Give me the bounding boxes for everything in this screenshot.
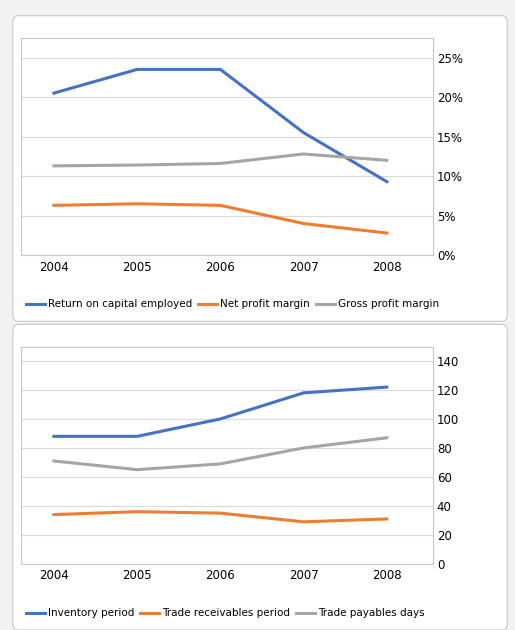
Return on capital employed [300,129,306,137]
Trade payables days [384,434,390,442]
Return on capital employed [217,66,224,73]
Inventory period [51,433,57,440]
Return on capital employed [384,178,390,185]
Inventory period [384,383,390,391]
Legend: Inventory period, Trade receivables period, Trade payables days: Inventory period, Trade receivables peri… [26,608,425,618]
Inventory period [300,389,306,397]
Trade receivables period [384,515,390,523]
Net profit margin [384,229,390,237]
Net profit margin [217,202,224,209]
Inventory period [134,433,140,440]
Inventory period [217,415,224,423]
Return on capital employed [134,66,140,73]
Trade payables days [300,444,306,452]
Trade receivables period [300,518,306,525]
Gross profit margin [300,150,306,158]
Trade receivables period [51,511,57,518]
Trade payables days [134,466,140,474]
Net profit margin [134,200,140,207]
Gross profit margin [134,161,140,169]
Line: Net profit margin: Net profit margin [54,203,387,233]
Trade payables days [51,457,57,465]
Trade receivables period [134,508,140,515]
Legend: Return on capital employed, Net profit margin, Gross profit margin: Return on capital employed, Net profit m… [26,299,439,309]
Trade payables days [217,460,224,467]
Line: Gross profit margin: Gross profit margin [54,154,387,166]
Trade receivables period [217,509,224,517]
Net profit margin [300,220,306,227]
Line: Trade receivables period: Trade receivables period [54,512,387,522]
Line: Trade payables days: Trade payables days [54,438,387,470]
Gross profit margin [51,162,57,169]
Gross profit margin [384,156,390,164]
Gross profit margin [217,159,224,167]
Line: Inventory period: Inventory period [54,387,387,437]
Return on capital employed [51,89,57,97]
Line: Return on capital employed: Return on capital employed [54,69,387,181]
Net profit margin [51,202,57,209]
